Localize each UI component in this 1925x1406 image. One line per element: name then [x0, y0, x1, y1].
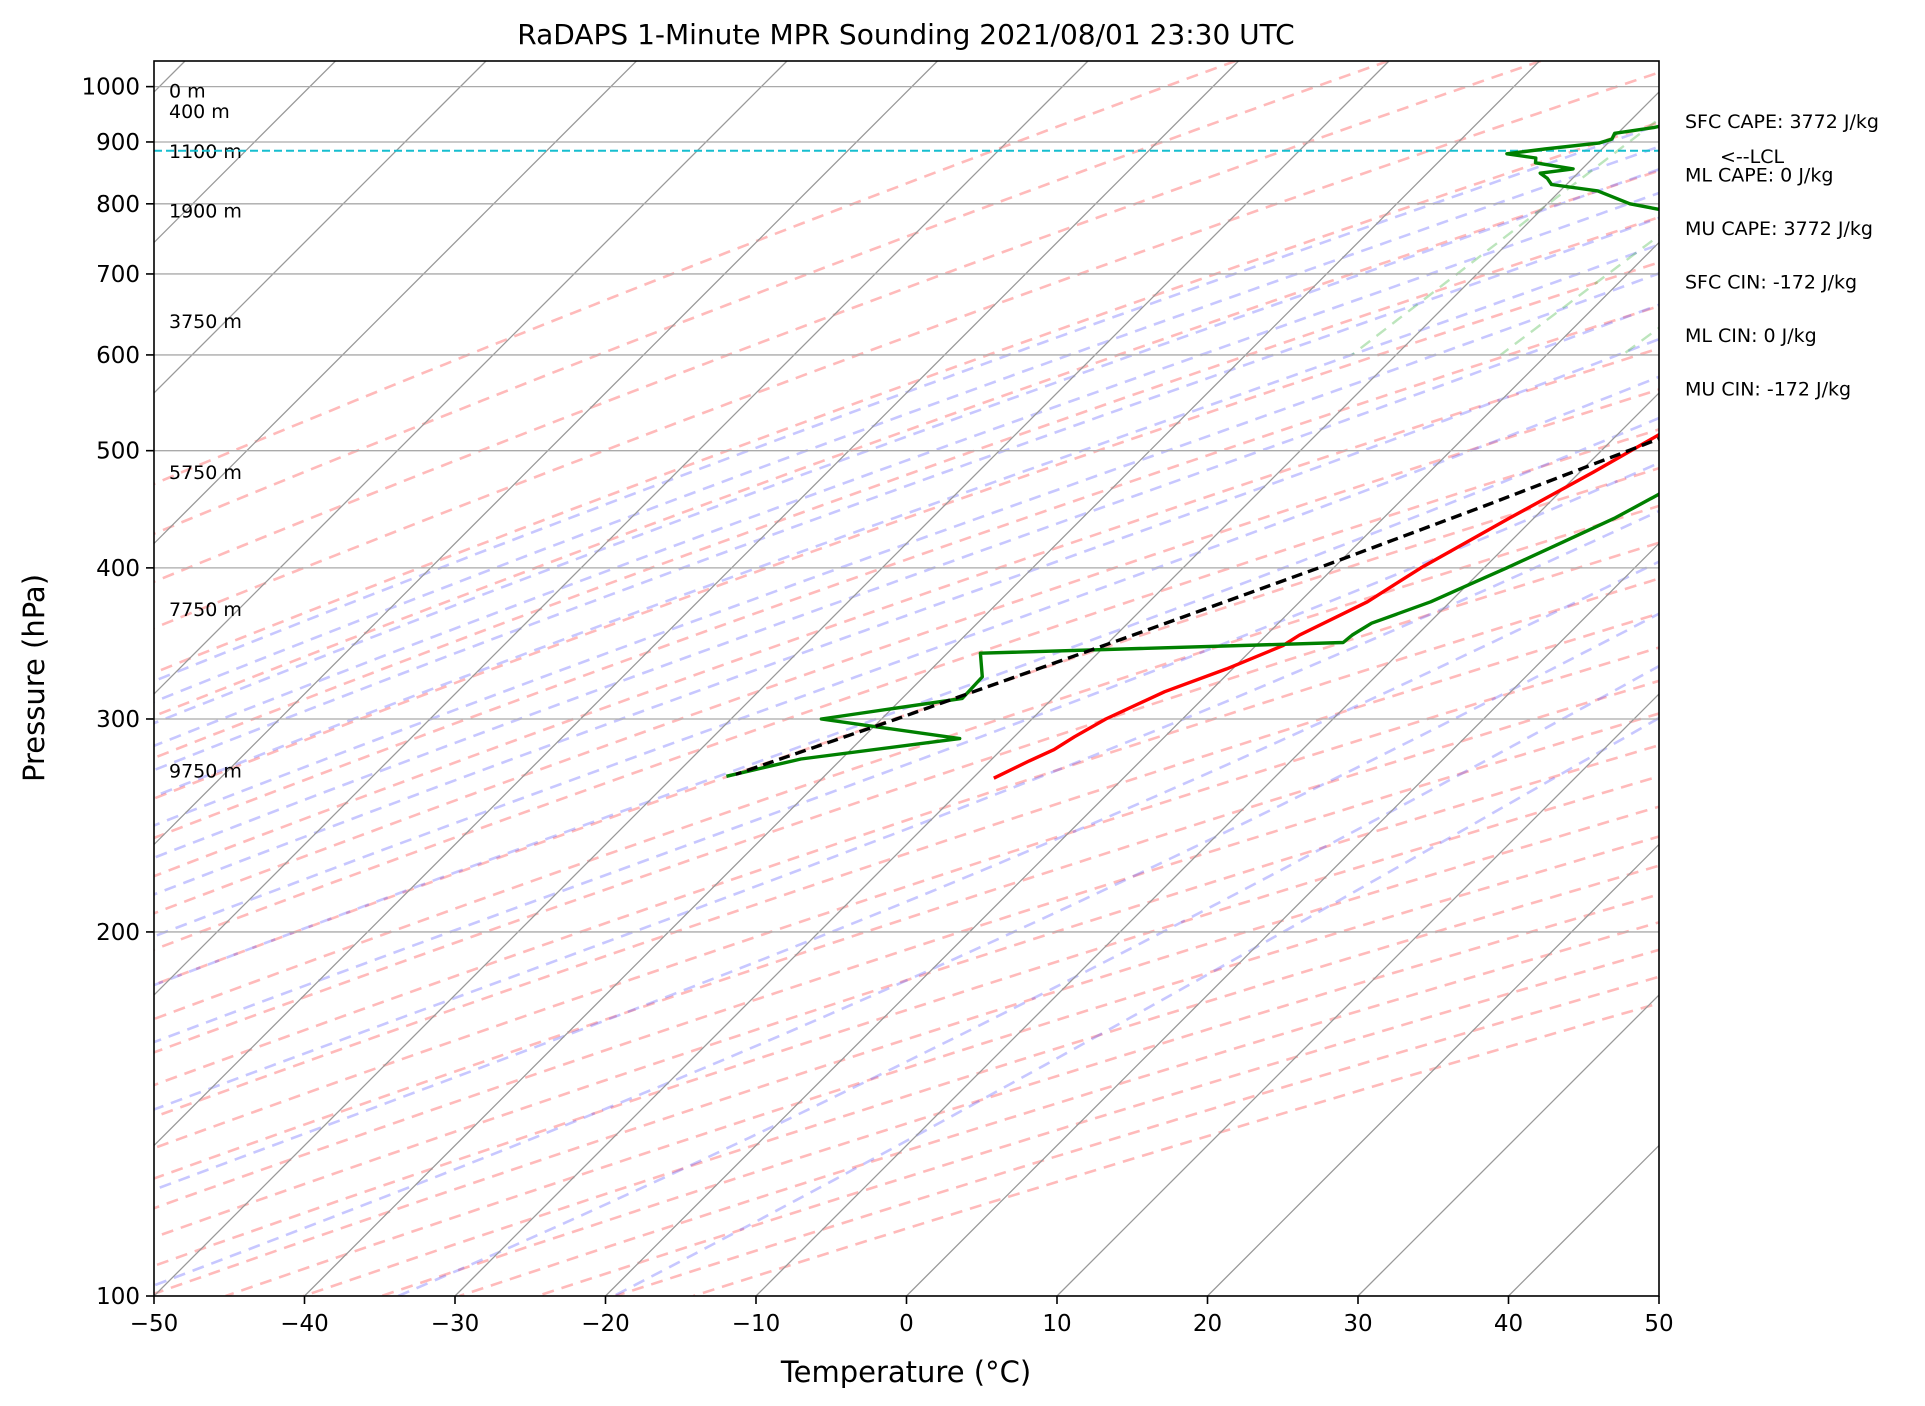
dry-adiabat-line [154, 61, 1542, 584]
stat-line: SFC CIN: -172 J/kg [1685, 272, 1857, 294]
dry-adiabat-line [154, 304, 1659, 840]
y-tick-label: 100 [96, 1284, 140, 1310]
moist-adiabat-line [154, 167, 1659, 725]
x-tick-label: −10 [732, 1311, 781, 1337]
isotherm-line [154, 61, 1239, 1147]
height-label: 5750 m [169, 462, 242, 484]
x-tick-label: −30 [431, 1311, 480, 1337]
dewpoint-line [726, 124, 1659, 778]
y-tick-label: 700 [96, 262, 140, 288]
y-tick-label: 800 [96, 192, 140, 218]
dry-adiabat-line [154, 679, 1659, 1180]
stat-line: MU CIN: -172 J/kg [1685, 379, 1851, 401]
dry-adiabat-line [154, 774, 1659, 1268]
x-tick-label: 20 [1193, 1311, 1222, 1337]
dry-adiabat-line [154, 61, 1389, 536]
isotherm-line [1357, 994, 1659, 1296]
y-tick-label: 500 [96, 439, 140, 465]
moist-adiabat-line [154, 612, 1659, 1287]
moist-adiabat-line [154, 416, 1659, 987]
stat-line: ML CIN: 0 J/kg [1685, 325, 1817, 347]
height-label: 400 m [169, 101, 230, 123]
dry-adiabat-line [154, 61, 1236, 486]
chart-title: RaDAPS 1-Minute MPR Sounding 2021/08/01 … [517, 18, 1294, 51]
isotherm-line [1056, 693, 1659, 1296]
isotherm-line [154, 61, 788, 695]
y-tick-label: 200 [96, 920, 140, 946]
x-tick-label: 40 [1494, 1311, 1523, 1337]
moist-adiabat-line [154, 216, 1659, 772]
dry-adiabat-line [154, 261, 1659, 800]
height-label: 7750 m [169, 599, 242, 621]
lcl-label: <--LCL [1720, 146, 1784, 168]
x-tick-label: 0 [899, 1311, 914, 1337]
reference-lines [154, 61, 1659, 1296]
moist-adiabat-line [154, 303, 1659, 860]
lcl-group: <--LCL [154, 146, 1784, 168]
isotherm-line [755, 392, 1659, 1296]
x-axis-ticks: −50 −40 −30 −20 −10 0 10 20 30 40 50 [130, 1296, 1674, 1337]
dry-adiabat-line [154, 71, 1659, 630]
dry-adiabat-line [154, 541, 1659, 1054]
isotherm-line [454, 91, 1659, 1296]
y-tick-label: 900 [96, 130, 140, 156]
x-tick-label: 50 [1644, 1311, 1673, 1337]
moist-adiabat-line [154, 375, 1659, 938]
y-tick-label: 300 [96, 707, 140, 733]
moist-adiabat-line [154, 243, 1659, 798]
moist-adiabat-line [154, 560, 1659, 1192]
x-tick-label: 10 [1042, 1311, 1071, 1337]
isotherm-line [605, 241, 1659, 1296]
stat-line: MU CAPE: 3772 J/kg [1685, 218, 1873, 240]
y-tick-label: 400 [96, 556, 140, 582]
isotherm-line [906, 542, 1659, 1296]
dry-adiabat-line [154, 466, 1659, 987]
isotherm-line [1207, 843, 1659, 1296]
moist-adiabat-line [154, 123, 1659, 683]
y-axis-ticks: 100 200 300 400 500 600 700 800 900 1000 [81, 75, 154, 1310]
y-tick-label: 1000 [81, 75, 140, 101]
dry-adiabat-line [154, 428, 1659, 951]
height-label: 3750 m [169, 311, 242, 333]
height-label: 1900 m [169, 200, 242, 222]
moist-adiabat-line [154, 145, 1659, 704]
dry-adiabat-line [154, 612, 1659, 1119]
data-series [726, 124, 1659, 780]
isotherm-line [304, 61, 1540, 1296]
grid-lines [154, 61, 1659, 1296]
x-tick-label: −20 [581, 1311, 630, 1337]
isotherm-line [154, 61, 1390, 1296]
y-axis-label: Pressure (hPa) [17, 574, 51, 782]
temperature-line [993, 432, 1659, 780]
dry-adiabat-line [154, 712, 1659, 1210]
isotherm-line [154, 61, 637, 545]
isotherm-line [154, 61, 487, 394]
dry-adiabat-line [154, 346, 1659, 878]
stat-line: ML CAPE: 0 J/kg [1685, 165, 1833, 187]
isotherm-line [154, 61, 938, 846]
height-label: 9750 m [169, 760, 242, 782]
height-label: 0 m [169, 80, 206, 102]
y-tick-label: 600 [96, 343, 140, 369]
moist-adiabat-line [154, 337, 1659, 896]
isotherm-line [154, 61, 1089, 996]
x-tick-label: 30 [1343, 1311, 1372, 1337]
moist-adiabat-line [154, 461, 1659, 1044]
stats-panel: SFC CAPE: 3772 J/kg ML CAPE: 0 J/kg MU CAP… [1685, 111, 1879, 401]
x-tick-label: −50 [130, 1311, 179, 1337]
mixing-ratio-line [1499, 234, 1659, 356]
x-tick-label: −40 [280, 1311, 329, 1337]
x-axis-label: Temperature (°C) [780, 1355, 1031, 1389]
stat-line: SFC CAPE: 3772 J/kg [1685, 111, 1879, 133]
